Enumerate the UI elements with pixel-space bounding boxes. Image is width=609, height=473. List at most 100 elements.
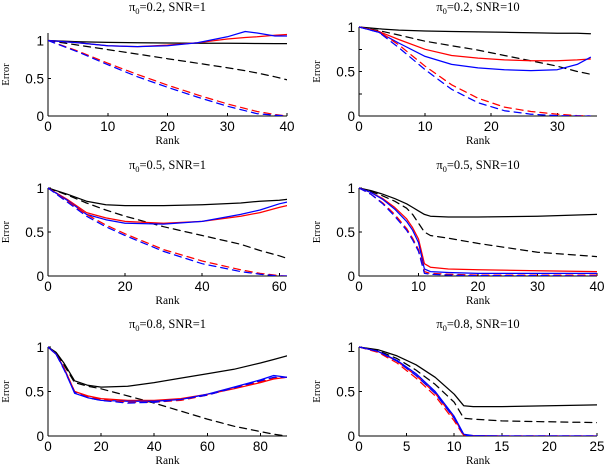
x-tick-label: 20 [118,279,133,294]
y-tick-label: 0.5 [336,225,355,240]
series-line-blue-solid [359,346,597,436]
x-tick-label: 30 [220,119,235,134]
series-line-red-dashed [48,39,287,116]
y-axis-label: Error [312,60,323,83]
chart-title-text: =0.5, SNR=1 [140,158,207,172]
y-tick-label: 1 [347,181,355,196]
x-tick-label: 0 [355,439,363,454]
series-line-black-dashed [48,346,287,436]
series-line-black-dashed [359,187,597,258]
series-line-black-solid [359,346,597,408]
chart-title: π0=0.5, SNR=1 [129,158,206,174]
chart-title-text: =0.8, SNR=1 [140,317,207,331]
series-line-blue-dashed [359,187,597,276]
series-group [48,30,287,116]
x-tick-label: 30 [530,279,545,294]
series-line-black-solid [359,26,592,35]
y-tick-label: 0 [36,429,44,444]
series-line-blue-dashed [48,346,287,404]
y-tick-label: 0 [36,109,44,124]
x-tick-label: 80 [253,439,268,454]
x-tick-label: 5 [403,439,411,454]
series-line-blue-solid [359,187,597,275]
y-tick-label: 1 [36,34,44,49]
series-line-red-dashed [48,187,287,276]
y-axis-label: Error [312,380,323,403]
series-group [48,346,287,436]
series-line-red-solid [48,33,287,48]
x-axis-label: Rank [155,455,180,467]
x-tick-label: 0 [44,439,52,454]
chart-title-text: =0.2, SNR=10 [447,0,520,14]
x-axis-label: Rank [155,295,180,307]
y-tick-label: 0 [347,109,355,124]
series-line-black-dashed [48,39,287,81]
chart-title-subscript: 0 [135,164,139,174]
chart-title: π0=0.8, SNR=1 [129,317,206,333]
x-axis-label: Rank [466,295,491,307]
x-tick-label: 0 [44,119,52,134]
chart-title-subscript: 0 [135,323,139,333]
series-group [359,187,597,276]
chart-title-symbol: π [129,158,136,172]
x-tick-label: 10 [411,279,426,294]
chart-title-symbol: π [129,0,136,14]
chart-title-text: =0.2, SNR=1 [140,0,207,14]
y-tick-label: 1 [347,20,355,35]
x-tick-label: 25 [589,439,604,454]
x-tick-label: 30 [550,119,565,134]
series-line-blue-dashed [48,39,287,116]
chart-title-symbol: π [436,158,443,172]
x-tick-label: 0 [355,119,363,134]
chart-title-subscript: 0 [443,164,447,174]
y-tick-label: 0 [347,269,355,284]
x-tick-label: 60 [272,279,287,294]
series-line-black-solid [48,187,287,207]
series-line-blue-solid [48,30,287,48]
x-tick-label: 20 [94,439,109,454]
x-tick-label: 20 [470,279,485,294]
series-line-red-solid [48,187,287,224]
series-line-blue-dashed [359,346,597,436]
series-group [48,187,287,276]
chart-title: π0=0.2, SNR=10 [436,0,519,16]
y-tick-label: 1 [36,181,44,196]
y-tick-label: 1 [36,340,44,355]
y-axis-label: Error [1,63,12,86]
x-tick-label: 15 [494,439,509,454]
chart-title: π0=0.2, SNR=1 [129,0,206,16]
x-tick-label: 20 [542,439,557,454]
x-tick-label: 10 [418,119,433,134]
chart-title-symbol: π [436,0,443,14]
x-tick-label: 40 [279,119,294,134]
chart-title: π0=0.8, SNR=10 [436,317,519,333]
series-line-black-solid [359,187,597,218]
chart-title-symbol: π [436,317,443,331]
series-line-red-solid [48,346,287,402]
chart-title-text: =0.8, SNR=10 [447,317,520,331]
x-tick-label: 0 [44,279,52,294]
chart-title-subscript: 0 [443,6,447,16]
x-tick-label: 60 [200,439,215,454]
y-axis-label: Error [1,380,12,403]
chart-title-symbol: π [129,317,136,331]
x-axis-label: Rank [466,455,491,467]
series-line-blue-solid [48,346,287,402]
series-line-black-solid [48,346,287,388]
series-group [359,346,597,436]
y-tick-label: 1 [347,340,355,355]
x-tick-label: 20 [160,119,175,134]
y-tick-label: 0.5 [25,71,44,86]
series-line-blue-dashed [48,187,287,276]
chart-title-subscript: 0 [443,323,447,333]
x-axis-label: Rank [155,135,180,147]
x-tick-label: 40 [589,279,604,294]
y-axis-label: Error [312,220,323,243]
series-line-blue-dashed [359,26,592,116]
